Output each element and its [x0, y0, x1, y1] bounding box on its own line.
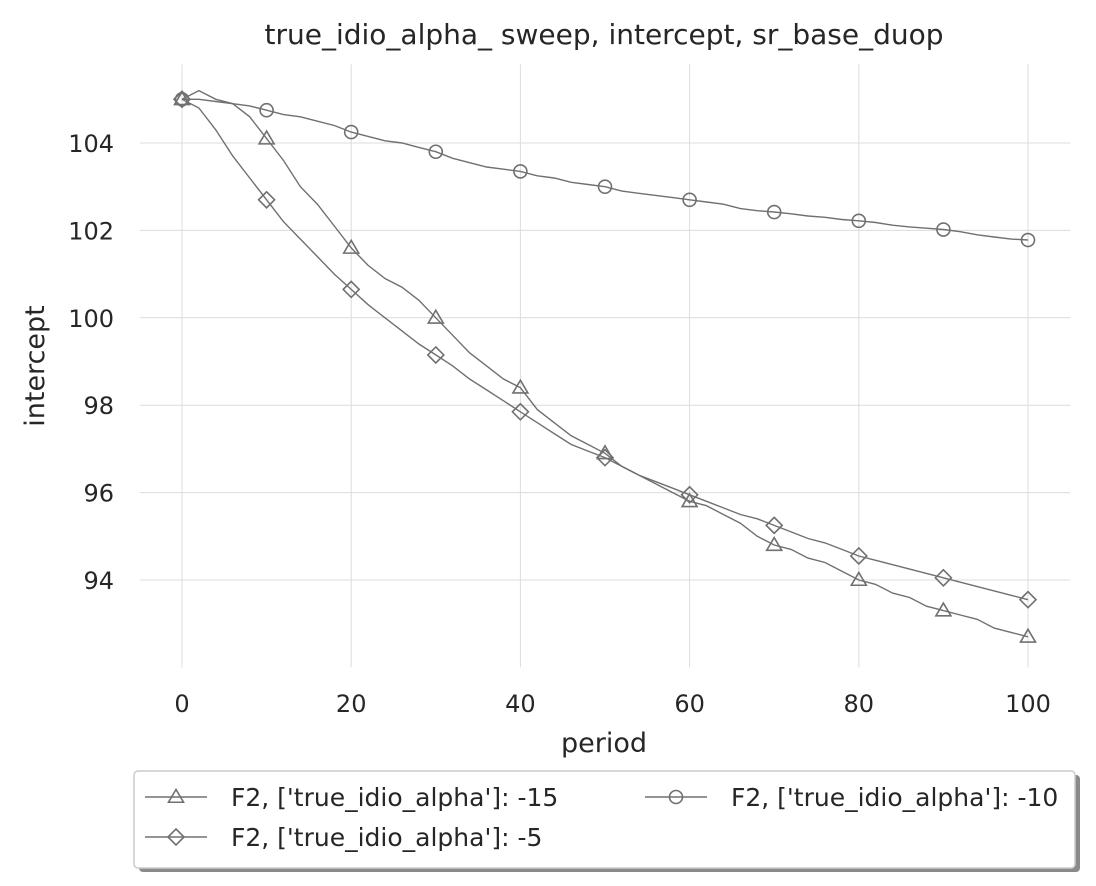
y-axis: 94 96 98 100 102 104 — [68, 130, 114, 595]
data-point-diamond — [595, 448, 615, 467]
data-point-triangle — [173, 90, 191, 106]
legend-item: F2, ['true_idio_alpha']: -10 — [645, 783, 1058, 812]
data-point-triangle — [1019, 627, 1037, 643]
plot-area — [172, 89, 1038, 643]
data-point-diamond — [257, 190, 276, 209]
data-point-circle — [174, 92, 190, 107]
data-point-triangle — [257, 129, 276, 145]
y-tick-label: 104 — [68, 130, 114, 158]
series-triangle — [173, 89, 1037, 643]
data-point-circle — [851, 213, 867, 229]
legend-label: F2, ['true_idio_alpha']: -10 — [731, 783, 1058, 812]
legend-label: F2, ['true_idio_alpha']: -5 — [231, 823, 542, 852]
data-point-diamond — [342, 280, 361, 299]
data-point-triangle — [849, 570, 868, 587]
data-point-diamond — [511, 402, 530, 421]
data-point-diamond — [172, 90, 192, 109]
y-tick-label: 100 — [68, 305, 114, 333]
series-line — [181, 89, 1029, 638]
data-point-triangle — [765, 535, 784, 552]
x-tick-label: 60 — [674, 690, 705, 718]
data-point-triangle — [934, 601, 953, 617]
data-point-circle — [1020, 232, 1036, 248]
data-point-circle — [259, 102, 274, 118]
y-axis-label: intercept — [20, 305, 51, 427]
data-point-circle — [428, 144, 444, 160]
data-point-triangle — [342, 238, 361, 254]
data-point-triangle — [511, 378, 530, 394]
x-tick-label: 0 — [174, 690, 189, 718]
x-tick-label: 80 — [844, 690, 875, 718]
data-point-diamond — [849, 546, 868, 566]
data-point-diamond — [426, 345, 445, 365]
legend-marker-circle — [668, 789, 684, 805]
x-tick-label: 100 — [1005, 690, 1051, 718]
series-line — [182, 98, 1029, 241]
data-point-diamond — [934, 568, 953, 587]
y-tick-label: 96 — [83, 480, 114, 508]
data-point-diamond — [1018, 590, 1038, 609]
series-circle — [174, 92, 1036, 248]
data-point-diamond — [680, 485, 699, 504]
x-axis: 0 20 40 60 80 100 — [174, 690, 1051, 718]
data-point-triangle — [680, 492, 699, 508]
data-point-triangle — [596, 444, 614, 460]
y-tick-label: 98 — [83, 392, 114, 420]
legend: F2, ['true_idio_alpha']: -15 F2, ['true_i… — [133, 770, 1080, 872]
legend-box — [133, 770, 1076, 869]
legend-item: F2, ['true_idio_alpha']: -15 — [145, 783, 558, 812]
x-tick-label: 40 — [505, 690, 536, 718]
x-tick-label: 20 — [336, 690, 367, 718]
series-diamond — [172, 90, 1038, 609]
data-point-circle — [597, 179, 613, 194]
x-axis-label: period — [561, 728, 647, 759]
data-point-circle — [343, 124, 359, 140]
data-point-triangle — [426, 308, 445, 324]
chart-title: true_idio_alpha_ sweep, intercept, sr_ba… — [264, 18, 943, 51]
legend-marker-triangle — [167, 787, 185, 804]
legend-label: F2, ['true_idio_alpha']: -15 — [231, 783, 558, 812]
series-line — [181, 98, 1029, 601]
data-point-circle — [936, 222, 951, 237]
data-point-diamond — [765, 516, 784, 535]
legend-item: F2, ['true_idio_alpha']: -5 — [145, 823, 542, 852]
data-point-circle — [682, 192, 697, 208]
y-tick-label: 94 — [83, 567, 114, 595]
legend-marker-diamond — [166, 827, 186, 847]
data-point-circle — [513, 164, 528, 179]
y-tick-label: 102 — [68, 217, 114, 245]
data-point-circle — [766, 204, 782, 220]
